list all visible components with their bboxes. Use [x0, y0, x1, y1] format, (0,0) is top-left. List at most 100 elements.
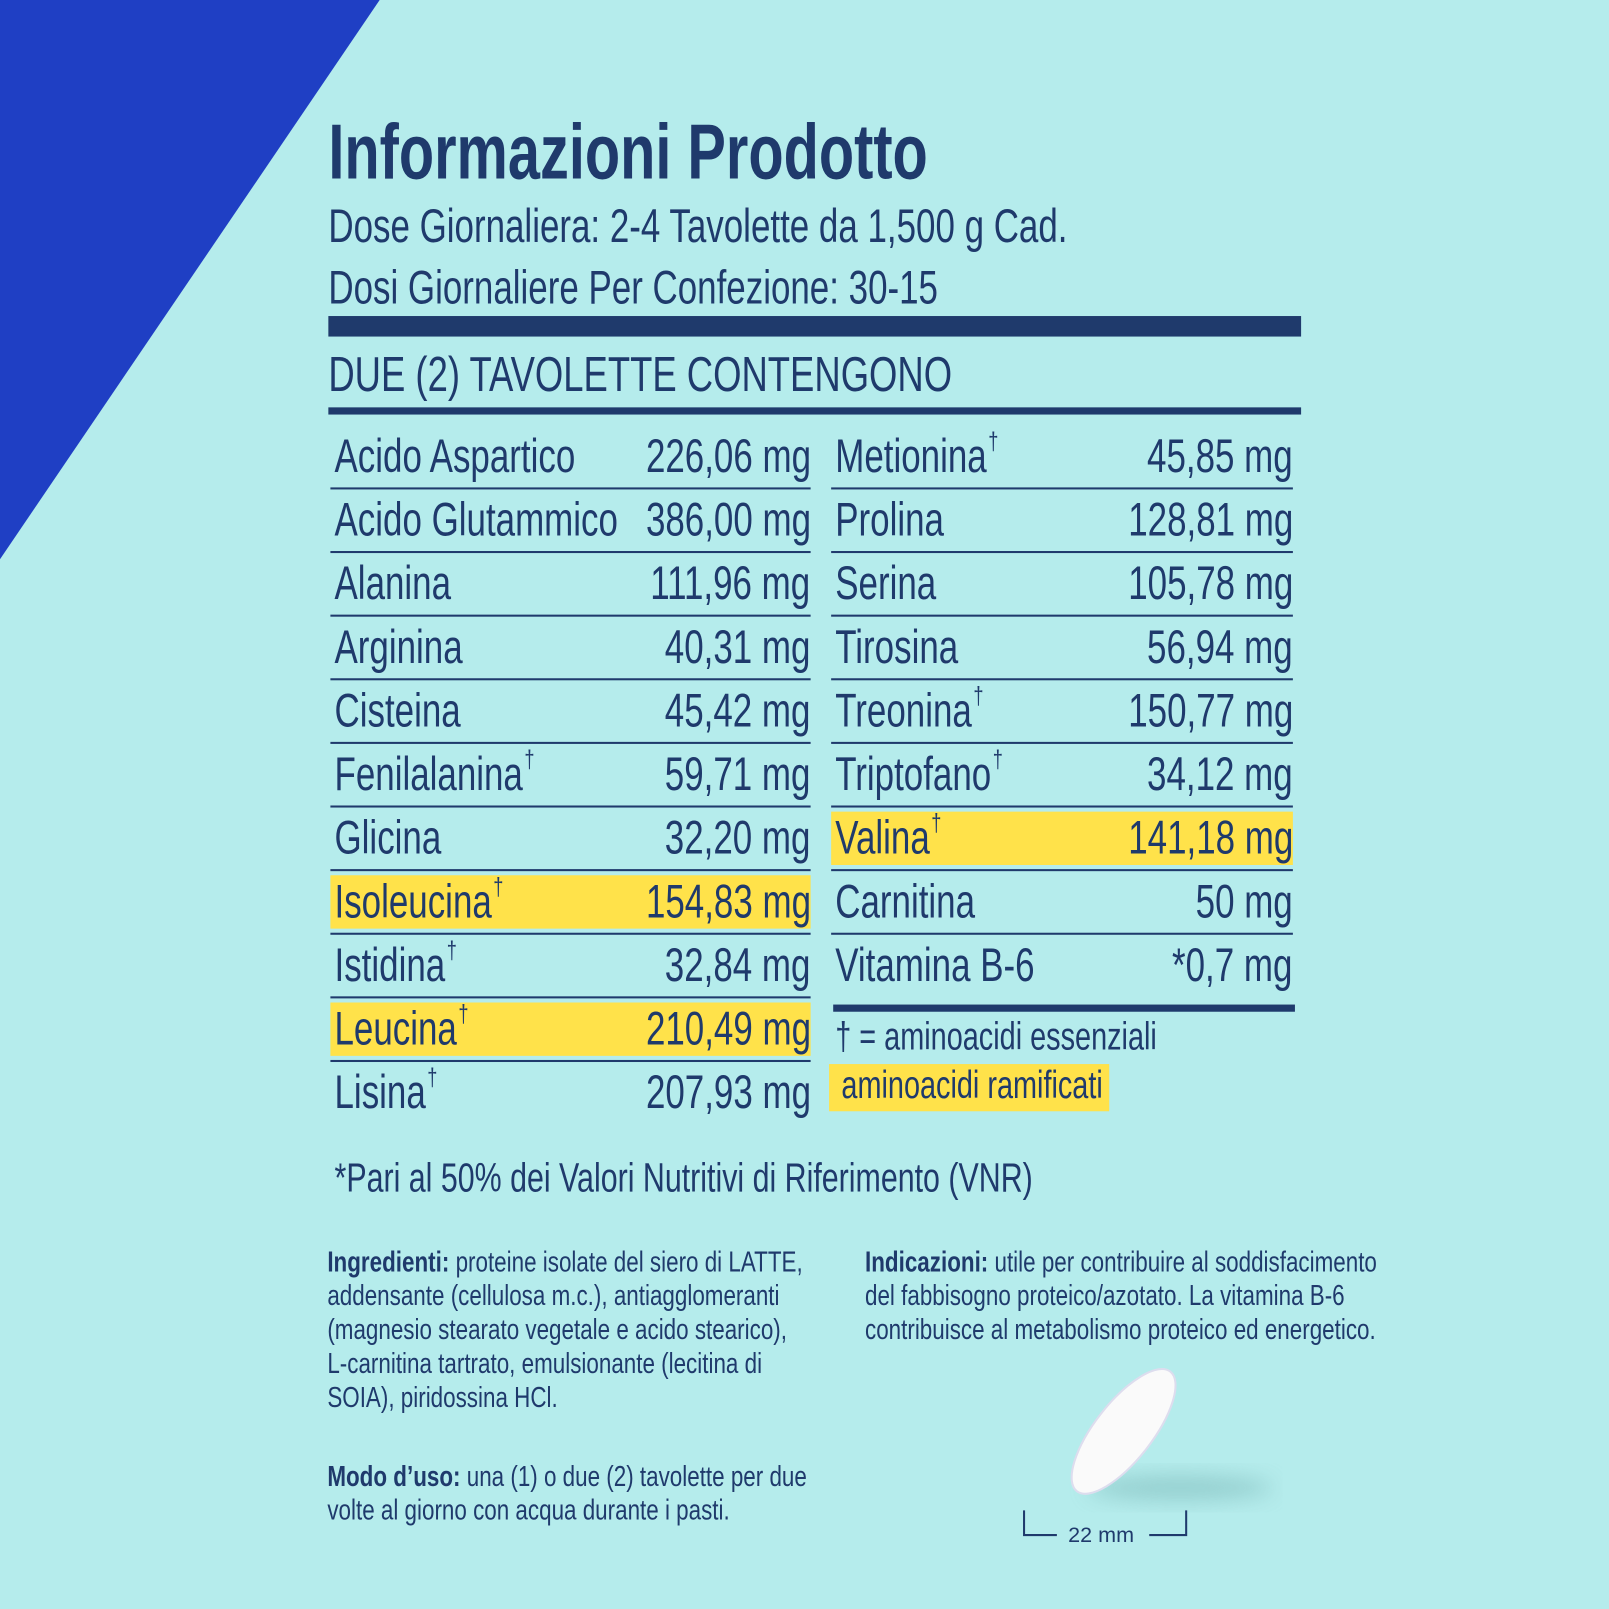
value-cell: 150,77 mg: [1070, 682, 1293, 737]
value-cell: 154,83 mg: [588, 873, 811, 928]
value: 207,93 mg: [645, 1065, 811, 1119]
tablet-size: 22 mm: [1068, 1523, 1135, 1548]
row-line: [831, 551, 1293, 554]
value: 59,71 mg: [664, 747, 811, 801]
row-line: [330, 932, 811, 935]
value: 32,20 mg: [664, 810, 811, 864]
name: Alanina: [334, 556, 452, 610]
value-cell: 32,84 mg: [614, 937, 811, 992]
name-cell: Arginina: [335, 619, 508, 674]
value: 141,18 mg: [1127, 810, 1293, 864]
name: Cisteina: [334, 683, 461, 737]
value-cell: 226,06 mg: [588, 428, 811, 483]
name: Glicina: [334, 810, 442, 864]
text: utile per contribuire al soddisfacimento…: [865, 1245, 1377, 1346]
value-cell: 128,81 mg: [1070, 492, 1293, 547]
table-row: Acido Aspartico 226,06 mg: [330, 426, 811, 490]
name-cell: Serina: [835, 555, 971, 610]
table-row: Leucina† 210,49 mg: [330, 998, 811, 1063]
row-line: [330, 996, 811, 999]
row-line: [330, 487, 811, 490]
value-cell: 34,12 mg: [1096, 746, 1293, 801]
row-line: [831, 678, 1293, 681]
essential-mark: †: [458, 1000, 469, 1029]
value: 128,81 mg: [1127, 492, 1293, 546]
value-cell: 141,18 mg: [1070, 810, 1293, 865]
name-cell: Alanina: [335, 555, 492, 610]
name: Prolina: [835, 492, 944, 546]
value-cell: 105,78 mg: [1070, 555, 1293, 610]
table-row: Triptofano† 34,12 mg: [831, 744, 1293, 808]
name-cell: Glicina: [335, 810, 479, 865]
legend-essential: † = aminoacidi essenziali: [835, 1015, 1157, 1059]
rule: [328, 407, 1302, 415]
name: Leucina†: [334, 1000, 469, 1055]
value: 150,77 mg: [1127, 683, 1293, 737]
name: Acido Glutammico: [334, 492, 618, 546]
value: 105,78 mg: [1127, 556, 1293, 610]
table-row: Acido Glutammico 386,00 mg: [330, 489, 811, 554]
name-cell: Valina†: [835, 810, 978, 865]
value-cell: 207,93 mg: [588, 1064, 811, 1119]
value: 32,84 mg: [664, 937, 811, 992]
table-row: Serina 105,78 mg: [831, 553, 1293, 617]
corner-triangle: [0, 0, 380, 560]
value-cell: 50 mg: [1162, 873, 1293, 928]
value: 226,06 mg: [645, 428, 811, 483]
table-row: Cisteina 45,42 mg: [330, 680, 811, 744]
value: 45,42 mg: [664, 683, 811, 737]
name-cell: Leucina†: [335, 1000, 516, 1055]
essential-mark: †: [931, 809, 942, 838]
essential-mark: †: [988, 427, 999, 456]
row-line: [831, 487, 1293, 490]
value-cell: 111,96 mg: [595, 555, 811, 610]
value-cell: 40,31 mg: [614, 619, 811, 674]
table-row: Glicina 32,20 mg: [330, 808, 811, 872]
row-line: [831, 741, 1293, 744]
footnote: *Pari al 50% dei Valori Nutritivi di Rif…: [334, 1155, 1033, 1201]
row-line: [330, 1059, 811, 1063]
value-cell: 45,85 mg: [1096, 428, 1293, 483]
row-line: [330, 678, 811, 681]
usage: Modo d’uso: una (1) o due (2) tavolette …: [327, 1459, 807, 1527]
table-row: Arginina 40,31 mg: [330, 617, 811, 681]
value: 386,00 mg: [645, 492, 811, 546]
rule: [833, 1004, 1295, 1012]
row-line: [330, 551, 811, 554]
name: Acido Aspartico: [334, 428, 576, 483]
name-cell: Metionina†: [835, 428, 1055, 483]
highlight: [831, 811, 1293, 866]
name: Vitamina B-6: [835, 937, 1035, 992]
row-line: [831, 805, 1293, 808]
value-cell: 45,42 mg: [614, 682, 811, 737]
value: 111,96 mg: [650, 556, 811, 610]
tablet-illustration: [1023, 1367, 1273, 1537]
ingredients: Ingredienti: proteine isolate del siero …: [327, 1245, 807, 1414]
row-line: [831, 614, 1293, 617]
text: una (1) o due (2) tavolette per due volt…: [327, 1460, 807, 1526]
name-cell: Treonina†: [835, 682, 1035, 737]
name: Istidina†: [334, 936, 457, 992]
value-cell: 56,94 mg: [1096, 619, 1293, 674]
name-cell: Triptofano†: [835, 746, 1062, 801]
value: 154,83 mg: [645, 874, 811, 928]
essential-mark: †: [524, 745, 535, 774]
name-cell: Acido Glutammico: [335, 492, 718, 547]
table-row: Istidina† 32,84 mg: [330, 935, 811, 999]
value-cell: 210,49 mg: [588, 1000, 811, 1055]
row-line: [831, 869, 1293, 872]
table-row: Carnitina 50 mg: [831, 871, 1293, 935]
legend-swatch: [829, 1064, 1110, 1112]
name-cell: Acido Aspartico: [335, 428, 660, 483]
row-line: [330, 869, 811, 872]
name: Carnitina: [835, 874, 976, 928]
name: Triptofano†: [835, 745, 1003, 801]
essential-mark: †: [446, 936, 457, 965]
row-line: [330, 741, 811, 744]
section-heading: DUE (2) TAVOLETTE CONTENGONO: [328, 347, 953, 403]
name: Fenilalanina†: [334, 745, 535, 801]
value-cell: *0,7 mg: [1130, 937, 1293, 992]
table-row: Lisina† 207,93 mg: [330, 1062, 811, 1126]
value: 210,49 mg: [645, 1001, 811, 1055]
